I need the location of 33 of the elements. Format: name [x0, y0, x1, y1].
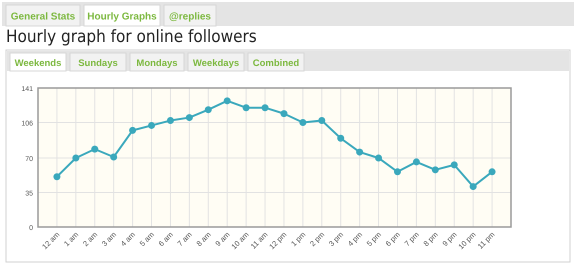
- point: [166, 117, 174, 124]
- tab: @replies: [164, 4, 216, 26]
- point: [148, 122, 156, 129]
- point: [450, 161, 458, 168]
- tab: Weekdays: [188, 52, 244, 72]
- point: [186, 114, 193, 122]
- point: [394, 168, 401, 176]
- point: [129, 126, 136, 134]
- point: [318, 117, 326, 124]
- tab: Weekends: [10, 52, 66, 72]
- tab: General Stats: [6, 4, 80, 26]
- point: [432, 166, 439, 174]
- point: [470, 183, 477, 190]
- point: [280, 110, 288, 118]
- point: [356, 148, 364, 156]
- tab: Combined: [248, 52, 304, 72]
- tab: Mondays: [130, 52, 184, 72]
- point: [299, 119, 306, 126]
- point: [337, 134, 344, 142]
- tab: Sundays: [70, 52, 126, 72]
- point: [488, 168, 496, 176]
- point: [242, 104, 250, 112]
- point: [53, 173, 60, 180]
- chart-title: Hourly graph for online followers: [6, 27, 257, 47]
- point: [91, 146, 98, 153]
- point: [72, 154, 80, 162]
- point: [110, 154, 118, 161]
- point: [412, 158, 420, 166]
- point: [375, 154, 382, 162]
- tab: Hourly Graphs: [84, 4, 160, 26]
- point: [262, 104, 269, 112]
- point: [224, 97, 231, 104]
- point: [204, 106, 212, 114]
